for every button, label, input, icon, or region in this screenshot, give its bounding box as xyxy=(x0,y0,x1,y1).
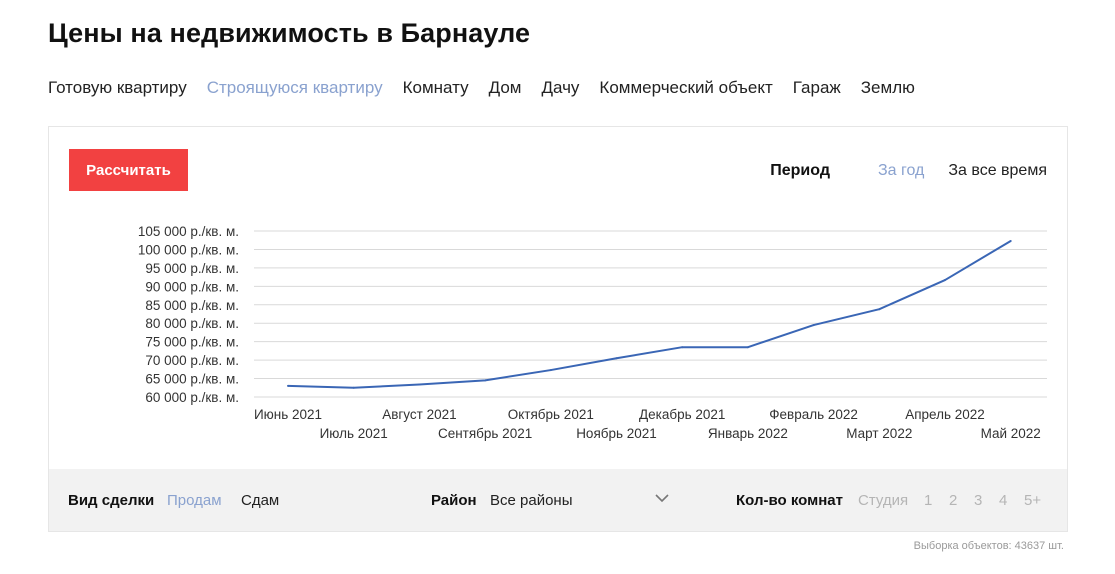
period-selector: Период За год За все время xyxy=(770,162,1047,180)
data-point xyxy=(746,346,749,349)
rooms-option-3[interactable]: 3 xyxy=(974,492,983,509)
x-tick-label: Февраль 2022 xyxy=(769,407,858,422)
rooms-option-studio[interactable]: Студия xyxy=(858,492,909,509)
data-point xyxy=(944,279,946,282)
y-tick-label: 105 000 р./кв. м. xyxy=(138,224,239,239)
nav-item-dacha[interactable]: Дачу xyxy=(541,78,580,97)
period-option-all-time[interactable]: За все время xyxy=(948,162,1047,179)
y-tick-label: 75 000 р./кв. м. xyxy=(145,335,239,350)
x-tick-label: Август 2021 xyxy=(382,407,456,422)
period-option-year[interactable]: За год xyxy=(877,162,925,179)
data-point xyxy=(812,324,815,327)
rooms-option-1[interactable]: 1 xyxy=(924,492,933,509)
x-tick-label: Январь 2022 xyxy=(708,426,788,441)
rooms-option-4[interactable]: 4 xyxy=(999,492,1008,509)
x-tick-label: Ноябрь 2021 xyxy=(576,426,657,441)
page-title: Цены на недвижимость в Барнауле xyxy=(48,18,531,48)
deal-type-sell[interactable]: Продам xyxy=(167,492,222,509)
nav-item-new-apartment[interactable]: Строящуюся квартиру xyxy=(206,78,383,97)
objects-count: Выборка объектов: 43637 шт. xyxy=(913,540,1064,552)
x-tick-label: Декабрь 2021 xyxy=(639,407,725,422)
x-tick-label: Апрель 2022 xyxy=(905,407,985,422)
deal-type-rent[interactable]: Сдам xyxy=(241,492,280,509)
price-chart-card: Рассчитать Период За год За все время 60… xyxy=(48,126,1068,532)
nav-item-room[interactable]: Комнату xyxy=(402,78,469,97)
rooms-option-2[interactable]: 2 xyxy=(949,492,958,509)
y-tick-label: 80 000 р./кв. м. xyxy=(145,316,239,331)
district-label: Район xyxy=(431,492,477,509)
calculate-button[interactable]: Рассчитать xyxy=(69,149,188,191)
price-line-chart: 60 000 р./кв. м. 65 000 р./кв. м. 70 000 р… xyxy=(138,224,1047,441)
x-tick-label: Июль 2021 xyxy=(320,426,388,441)
x-tick-label: Сентябрь 2021 xyxy=(438,426,532,441)
data-point xyxy=(615,357,618,360)
y-tick-label: 65 000 р./кв. м. xyxy=(145,372,239,387)
nav-item-house[interactable]: Дом xyxy=(488,78,522,97)
nav-item-garage[interactable]: Гараж xyxy=(792,78,841,97)
data-point xyxy=(1009,239,1012,242)
deal-type-label: Вид сделки xyxy=(68,492,155,509)
data-point xyxy=(549,369,552,372)
x-tick-label: Октябрь 2021 xyxy=(508,407,594,422)
y-tick-label: 100 000 р./кв. м. xyxy=(138,242,239,257)
x-tick-label: Март 2022 xyxy=(846,426,912,441)
series-line xyxy=(287,240,1012,389)
data-point xyxy=(418,383,421,386)
y-tick-label: 70 000 р./кв. м. xyxy=(145,353,239,368)
y-tick-label: 60 000 р./кв. м. xyxy=(145,390,239,405)
chevron-down-icon[interactable] xyxy=(655,491,669,505)
y-tick-label: 90 000 р./кв. м. xyxy=(145,279,239,294)
district-select[interactable]: Все районы xyxy=(490,492,573,509)
nav-item-ready-apartment[interactable]: Готовую квартиру xyxy=(48,78,187,97)
data-point xyxy=(681,346,684,349)
x-tick-label: Июнь 2021 xyxy=(254,407,322,422)
rooms-label: Кол-во комнат xyxy=(736,492,843,509)
property-type-nav: Готовую квартиру Строящуюся квартиру Ком… xyxy=(48,78,935,98)
data-point xyxy=(878,308,881,311)
y-tick-label: 85 000 р./кв. м. xyxy=(145,298,239,313)
data-point xyxy=(352,386,355,389)
filter-bar: Вид сделки Продам Сдам Район Все районы … xyxy=(49,469,1067,531)
nav-item-land[interactable]: Землю xyxy=(860,78,915,97)
x-tick-label: Май 2022 xyxy=(981,426,1041,441)
data-point xyxy=(484,379,487,382)
rooms-option-5plus[interactable]: 5+ xyxy=(1024,492,1042,509)
data-point xyxy=(287,384,289,387)
nav-item-commercial[interactable]: Коммерческий объект xyxy=(599,78,773,97)
period-label: Период xyxy=(770,162,830,179)
y-tick-label: 95 000 р./кв. м. xyxy=(145,261,239,276)
